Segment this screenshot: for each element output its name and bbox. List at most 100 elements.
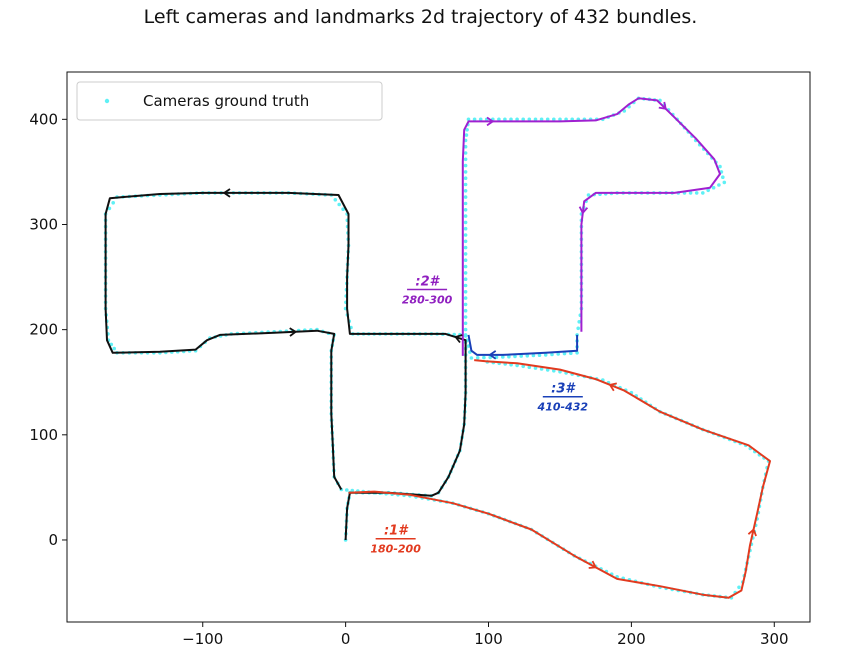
ground-truth-point [350,488,355,493]
ground-truth-point [463,239,468,244]
direction-arrow [222,188,231,198]
y-tick-label: 200 [29,321,58,339]
ground-truth-point [701,191,705,195]
annotation-number: :1# [384,524,409,539]
ground-truth-point [463,182,468,187]
ground-truth-point [463,220,468,225]
ground-truth-point [718,164,722,169]
direction-arrow [486,116,495,127]
direction-arrow [454,334,463,344]
ground-truth-point [464,133,469,137]
annotation-number: :3# [551,382,576,397]
ground-truth-point [463,157,468,162]
ground-truth-point [463,189,468,193]
ground-truth-point [722,180,727,185]
ground-truth-point [543,353,548,357]
ground-truth-point [463,201,468,206]
legend-label: Cameras ground truth [143,92,309,110]
annotation-paths [104,97,771,599]
ground-truth-point [463,170,468,174]
x-tick-label: 0 [341,630,351,648]
ground-truth-point [721,175,725,179]
ground-truth-point [341,207,345,211]
ground-truth-point [737,585,741,590]
ground-truth-point [575,351,579,355]
ground-truth-point [706,188,710,193]
ground-truth-point [478,117,483,122]
ground-truth-point [521,364,525,369]
x-axis: −100 0 100 200 300 [182,622,789,648]
ground-truth-point [533,117,538,122]
y-tick-label: 0 [48,531,58,549]
ground-truth-point [521,117,525,122]
direction-arrow [488,350,497,360]
ground-truth-point [463,233,468,237]
ground-truth-point [463,252,468,256]
ground-truth-point [463,277,468,282]
ground-truth-point [463,283,468,288]
ground-truth-point [515,363,519,368]
path-red [348,359,771,599]
ground-truth-point [577,320,581,324]
ground-truth-point [463,308,468,313]
ground-truth-point [501,355,505,359]
legend-box [76,81,383,121]
direction-arrows [222,101,757,569]
ground-truth-point [531,353,536,358]
direction-arrow [608,382,617,392]
ground-truth-point [533,366,538,370]
ground-truth-point [463,333,468,337]
annotation-number: :2# [415,274,440,289]
path-blue [467,334,579,356]
annotation-labels: :1# 180-200:2# 280-300:3# 410-432 [370,274,588,555]
ground-truth-point [463,214,468,218]
plot-frame [66,71,811,623]
ground-truth-point [463,271,468,275]
ground-truth-point [556,352,560,356]
y-tick-label: 300 [29,215,58,233]
ground-truth-point [463,195,468,199]
ground-truth-point [463,226,468,231]
ground-truth-point [552,117,556,122]
ground-truth-point [107,206,112,211]
ground-truth-point [545,368,550,372]
chart-title: Left cameras and landmarks 2d trajectory… [143,6,698,28]
ground-truth-point [463,144,468,149]
ground-truth-point [497,117,501,122]
ground-truth-point [345,488,349,492]
ground-truth-point [562,351,567,356]
x-tick-label: 100 [474,630,503,648]
annotation-range: 410-432 [537,401,589,414]
ground-truth-point [482,355,486,360]
ground-truth-point [513,354,517,359]
x-tick-label: 200 [617,630,646,648]
ground-truth-dots [103,96,771,600]
direction-arrow [658,101,667,110]
ground-truth-point [527,365,532,370]
ground-truth-point [463,302,468,307]
ground-truth-point [545,117,550,122]
ground-truth-point [463,151,468,155]
ground-truth-point [552,369,556,373]
ground-truth-point [472,117,477,122]
ground-truth-point [463,296,468,300]
y-tick-label: 400 [29,110,58,128]
ground-truth-point [550,352,554,357]
ground-truth-point [466,117,471,122]
y-tick-label: 100 [29,426,58,444]
path-black [104,191,467,541]
ground-truth-point [539,367,544,371]
ground-truth-point [463,245,468,250]
ground-truth-point [337,202,342,207]
annotation-3: :3# 410-432 [537,382,589,414]
ground-truth-point [465,128,469,132]
x-tick-label: 300 [760,630,789,648]
ground-truth-point [463,321,468,326]
ground-truth-point [503,117,507,122]
ground-truth-point [558,117,562,122]
ground-truth-point [717,183,721,187]
ground-truth-point [694,191,699,195]
ground-truth-point [475,356,480,360]
ground-truth-point [527,117,532,122]
